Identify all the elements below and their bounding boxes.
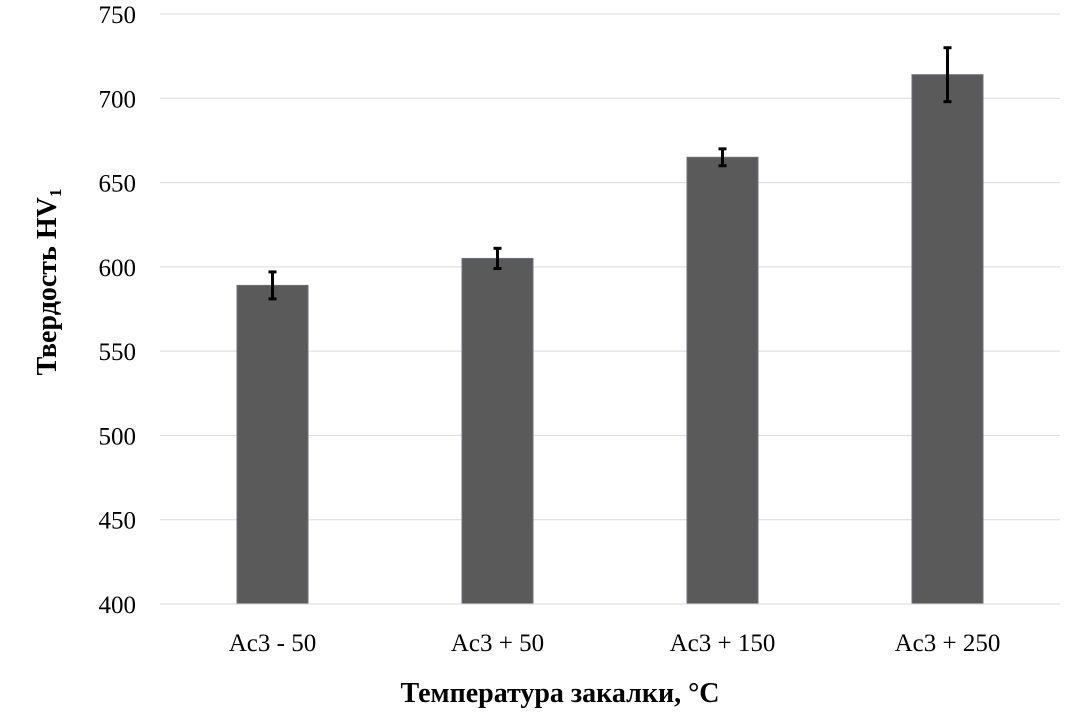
x-tick-label: Ac3 + 250	[895, 630, 1001, 657]
y-axis-ticks: 400 450 500 550 600 650 700 750	[99, 2, 137, 619]
error-bar	[493, 246, 502, 271]
y-axis-title-subscript: 1	[46, 189, 65, 198]
x-tick-label: Ac3 - 50	[229, 630, 316, 657]
y-tick-label: 650	[99, 171, 137, 198]
bar	[461, 257, 534, 605]
y-tick-label: 600	[99, 255, 137, 282]
y-tick-label: 550	[99, 339, 137, 366]
y-tick-label: 400	[99, 592, 137, 619]
x-tick-label: Ac3 + 150	[670, 630, 776, 657]
error-bars	[268, 46, 952, 301]
x-tick-label: Ac3 + 50	[451, 630, 544, 657]
error-bar	[943, 46, 952, 104]
error-bar	[268, 270, 277, 301]
error-bar	[718, 147, 727, 168]
x-axis-ticks: Ac3 - 50 Ac3 + 50 Ac3 + 150 Ac3 + 250	[229, 630, 1001, 657]
bars	[236, 74, 984, 605]
y-axis-title: Твердость HV1	[32, 189, 65, 376]
y-tick-label: 450	[99, 508, 137, 535]
gridlines	[160, 13, 1060, 521]
y-tick-label: 500	[99, 423, 137, 450]
bar	[911, 74, 984, 605]
bar	[686, 156, 759, 605]
y-axis-title-main: Твердость HV	[32, 197, 63, 375]
x-axis-title: Температура закалки, °C	[400, 678, 719, 709]
y-tick-label: 700	[99, 86, 137, 113]
y-tick-label: 750	[99, 2, 137, 29]
bar	[236, 284, 309, 605]
